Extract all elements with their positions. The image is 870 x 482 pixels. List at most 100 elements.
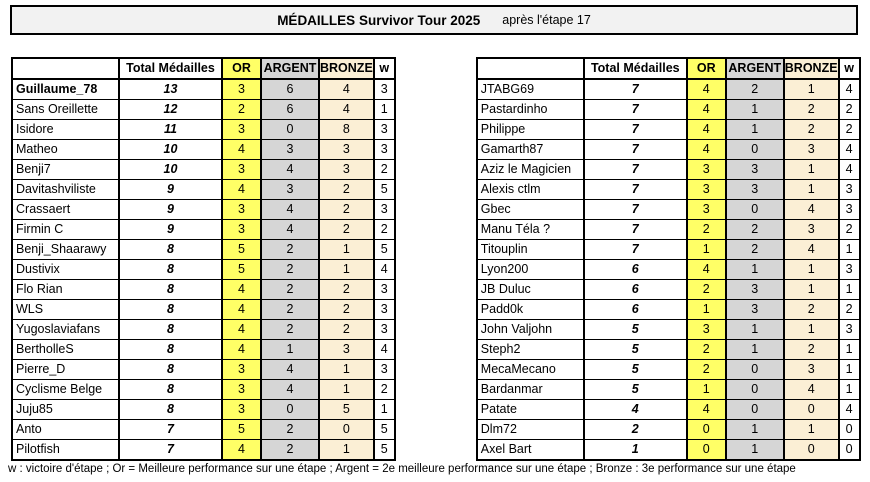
total-medals: 7 [118, 419, 223, 440]
table-row: JB Duluc 6 2 3 1 1 [475, 279, 861, 300]
silver-count: 1 [724, 259, 785, 280]
bronze-count: 1 [782, 319, 840, 340]
bronze-count: 1 [318, 259, 375, 280]
bronze-count: 0 [782, 439, 840, 461]
wins-count: 1 [837, 239, 861, 260]
silver-count: 1 [724, 99, 785, 120]
gold-count: 3 [685, 159, 727, 180]
silver-count: 0 [260, 119, 320, 140]
gold-count: 4 [221, 279, 262, 300]
table-row: BertholleS 8 4 1 3 4 [11, 339, 396, 360]
gold-count: 5 [221, 239, 262, 260]
table-row: Davitashviliste 9 4 3 2 5 [11, 179, 396, 200]
player-name: Dlm72 [475, 419, 585, 440]
player-name: Steph2 [475, 339, 585, 360]
gold-count: 3 [221, 78, 262, 100]
gold-count: 5 [221, 259, 262, 280]
total-medals: 6 [582, 299, 688, 320]
silver-count: 6 [260, 99, 320, 120]
table-row: Sans Oreillette 12 2 6 4 1 [11, 99, 396, 120]
gold-header: OR [221, 57, 262, 80]
table-row: Gamarth87 7 4 0 3 4 [475, 139, 861, 160]
player-name: Anto [11, 419, 120, 440]
gold-count: 1 [685, 379, 727, 400]
silver-count: 1 [260, 339, 320, 360]
wins-count: 3 [372, 359, 396, 380]
bronze-header: BRONZE [318, 57, 375, 80]
player-name: Titouplin [475, 239, 585, 260]
bronze-count: 4 [782, 379, 840, 400]
total-medals: 7 [582, 119, 688, 140]
wins-count: 4 [372, 339, 396, 360]
table-row: Guillaume_78 13 3 6 4 3 [11, 78, 396, 100]
total-medals: 8 [118, 399, 223, 420]
bronze-count: 3 [318, 139, 375, 160]
player-name: Matheo [11, 139, 120, 160]
wins-count: 3 [372, 199, 396, 220]
player-name: Alexis ctlm [475, 179, 585, 200]
total-medals: 2 [582, 419, 688, 440]
silver-count: 3 [724, 299, 785, 320]
player-name: Aziz le Magicien [475, 159, 585, 180]
silver-count: 6 [260, 78, 320, 100]
total-medals-header: Total Médailles [118, 57, 223, 80]
table-row: Pastardinho 7 4 1 2 2 [475, 99, 861, 120]
player-name: Sans Oreillette [11, 99, 120, 120]
gold-count: 2 [685, 339, 727, 360]
silver-count: 2 [724, 219, 785, 240]
silver-count: 4 [260, 359, 320, 380]
bronze-count: 3 [782, 219, 840, 240]
silver-count: 2 [260, 419, 320, 440]
table-row: Lyon200 6 4 1 1 3 [475, 259, 861, 280]
gold-count: 2 [685, 279, 727, 300]
player-name: Gbec [475, 199, 585, 220]
gold-count: 2 [685, 359, 727, 380]
table-row: Patate 4 4 0 0 4 [475, 399, 861, 420]
wins-count: 0 [837, 439, 861, 461]
wins-count: 4 [372, 259, 396, 280]
table-row: Philippe 7 4 1 2 2 [475, 119, 861, 140]
table-row: Benji_Shaarawy 8 5 2 1 5 [11, 239, 396, 260]
bronze-count: 2 [318, 199, 375, 220]
total-medals: 5 [582, 319, 688, 340]
total-medals: 9 [118, 199, 223, 220]
total-medals: 7 [582, 199, 688, 220]
wins-count: 5 [372, 419, 396, 440]
silver-count: 4 [260, 159, 320, 180]
gold-count: 4 [685, 139, 727, 160]
title-bar: MÉDAILLES Survivor Tour 2025 après l'éta… [10, 5, 858, 35]
player-name: JTABG69 [475, 78, 585, 100]
medals-table-left: Total Médailles OR ARGENT BRONZE w Guill… [11, 57, 396, 461]
bronze-count: 4 [782, 199, 840, 220]
total-medals: 7 [582, 139, 688, 160]
table-row: MecaMecano 5 2 0 3 1 [475, 359, 861, 380]
player-name: MecaMecano [475, 359, 585, 380]
table-row: Aziz le Magicien 7 3 3 1 4 [475, 159, 861, 180]
bronze-count: 3 [318, 159, 375, 180]
gold-count: 0 [685, 439, 727, 461]
wins-count: 2 [372, 219, 396, 240]
table-row: JTABG69 7 4 2 1 4 [475, 78, 861, 100]
total-medals: 9 [118, 179, 223, 200]
total-medals: 7 [118, 439, 223, 461]
player-name: Bardanmar [475, 379, 585, 400]
legend-text: w : victoire d'étape ; Or = Meilleure pe… [8, 463, 796, 475]
wins-count: 4 [837, 399, 861, 420]
wins-count: 4 [837, 139, 861, 160]
total-medals: 7 [582, 159, 688, 180]
player-name: BertholleS [11, 339, 120, 360]
total-medals: 10 [118, 159, 223, 180]
player-name: Juju85 [11, 399, 120, 420]
silver-count: 1 [724, 339, 785, 360]
bronze-count: 1 [782, 279, 840, 300]
table-row: Isidore 11 3 0 8 3 [11, 119, 396, 140]
gold-count: 4 [221, 139, 262, 160]
table-row: Pilotfish 7 4 2 1 5 [11, 439, 396, 461]
player-name: Flo Rian [11, 279, 120, 300]
gold-count: 0 [685, 419, 727, 440]
table-row: Steph2 5 2 1 2 1 [475, 339, 861, 360]
total-medals: 5 [582, 379, 688, 400]
silver-count: 3 [260, 179, 320, 200]
bronze-count: 1 [782, 419, 840, 440]
table-row: Dlm72 2 0 1 1 0 [475, 419, 861, 440]
